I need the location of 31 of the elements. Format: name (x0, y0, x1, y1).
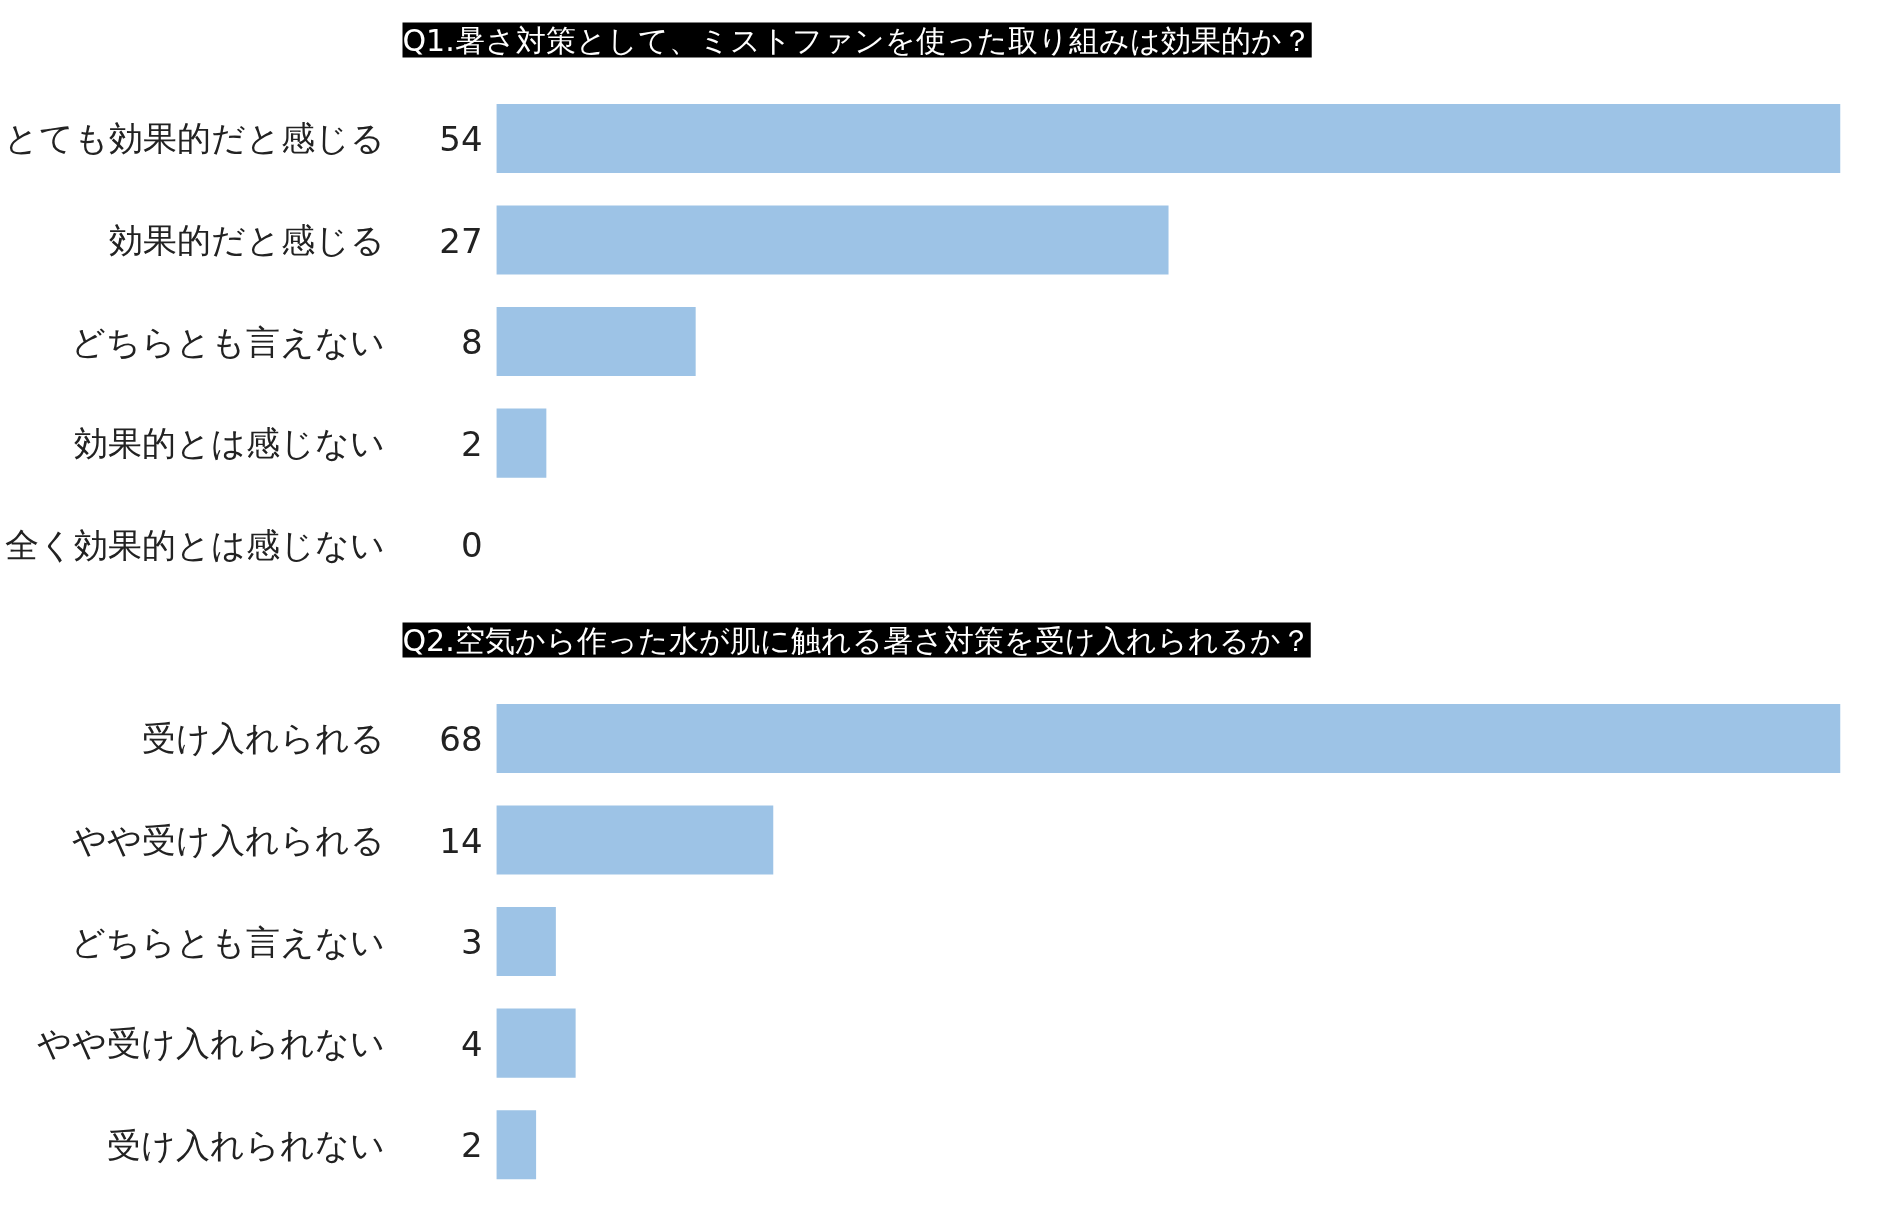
bar (496, 408, 547, 478)
chart-title: Q2.空気から作った水が肌に触れる暑さ対策を受け入れられるか？ (402, 622, 1311, 658)
y-tick-label: とても効果的だと感じる (3, 118, 385, 159)
bar (496, 703, 1841, 773)
data-label: 54 (439, 118, 483, 159)
y-tick-label: 全く効果的とは感じない (4, 524, 385, 565)
data-label: 4 (460, 1023, 483, 1064)
y-tick-label: 効果的だと感じる (108, 220, 385, 261)
bar (496, 1110, 537, 1180)
data-label: 14 (439, 820, 483, 861)
bar (496, 307, 696, 377)
y-tick-label: 受け入れられない (106, 1124, 385, 1165)
y-tick-label: 効果的とは感じない (73, 423, 385, 464)
bar (496, 205, 1169, 275)
data-label: 2 (460, 1125, 483, 1166)
bar (496, 1008, 576, 1078)
y-tick-label: どちらとも言えない (70, 921, 385, 962)
bar (496, 103, 1841, 173)
data-label: 3 (460, 922, 483, 963)
y-tick-label: 受け入れられる (141, 718, 385, 759)
data-label: 68 (439, 718, 483, 759)
data-label: 2 (460, 423, 483, 464)
bar (496, 907, 556, 977)
data-label: 8 (460, 322, 483, 363)
chart-title: Q1.暑さ対策として、ミストファンを使った取り組みは効果的か？ (402, 22, 1312, 58)
data-label: 0 (460, 525, 483, 566)
y-tick-label: どちらとも言えない (70, 321, 385, 362)
y-tick-label: やや受け入れられない (36, 1023, 385, 1064)
y-tick-label: やや受け入れられる (71, 820, 385, 861)
bar (496, 805, 774, 875)
data-label: 27 (439, 220, 483, 261)
